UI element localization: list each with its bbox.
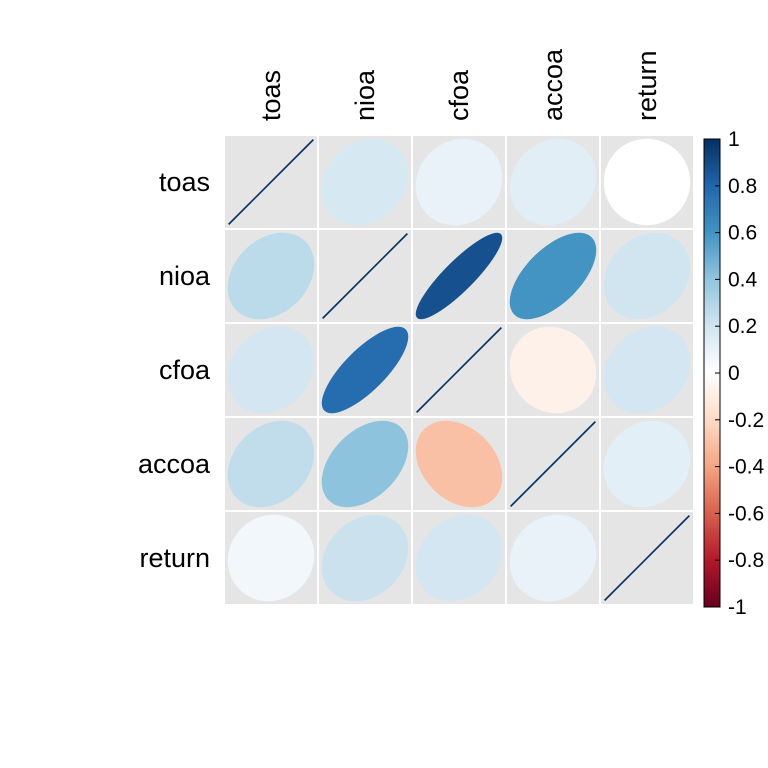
ellipse-nioa-nioa — [322, 233, 408, 319]
colorbar-tick-label: 1 — [728, 128, 740, 151]
ellipse-toas-cfoa — [415, 138, 503, 226]
column-label-accoa: accoa — [538, 48, 568, 121]
ellipse-return-toas — [227, 514, 315, 602]
colorbar-tick-label: 0 — [728, 362, 740, 385]
column-labels: toas nioa cfoa accoa return — [256, 48, 662, 121]
colorbar-tick-label: -0.4 — [728, 456, 765, 479]
colorbar-tick-label: -1 — [728, 596, 747, 619]
colorbar: 1 0.8 0.6 0.4 0.2 0 -0.2 -0.4 -0.6 -0.8 -1 — [703, 128, 765, 619]
ellipse-cfoa-return — [603, 326, 691, 414]
ellipse-toas-return — [603, 138, 691, 226]
ellipse-cfoa-nioa — [321, 326, 409, 414]
row-label-cfoa: cfoa — [159, 355, 211, 385]
column-label-toas: toas — [256, 70, 286, 121]
ellipse-return-nioa — [321, 514, 409, 602]
ellipse-toas-accoa — [509, 138, 597, 226]
ellipse-cfoa-cfoa — [416, 327, 502, 413]
ellipse-return-cfoa — [415, 514, 503, 602]
ellipse-accoa-return — [603, 420, 691, 508]
row-labels: toas nioa cfoa accoa return — [138, 167, 211, 573]
ellipse-cfoa-toas — [227, 326, 315, 414]
ellipse-toas-toas — [228, 139, 314, 225]
colorbar-tick-label: -0.2 — [728, 409, 764, 432]
colorbar-tick-label: 0.6 — [728, 222, 757, 245]
ellipse-nioa-accoa — [509, 232, 597, 320]
ellipse-cfoa-accoa — [509, 326, 597, 414]
row-label-accoa: accoa — [138, 449, 211, 479]
ellipse-accoa-toas — [227, 420, 315, 508]
column-label-return: return — [632, 50, 662, 121]
ellipse-return-accoa — [509, 514, 597, 602]
row-label-toas: toas — [159, 167, 210, 197]
ellipse-nioa-cfoa — [415, 232, 503, 320]
ellipse-accoa-accoa — [510, 421, 596, 507]
colorbar-tick-label: 0.4 — [728, 268, 758, 291]
colorbar-tick-label: 0.8 — [728, 175, 757, 198]
column-label-cfoa: cfoa — [444, 69, 474, 121]
ellipse-nioa-toas — [227, 232, 315, 320]
correlation-cells — [223, 134, 695, 606]
ellipse-toas-nioa — [321, 138, 409, 226]
colorbar-tick-label: -0.8 — [728, 549, 764, 572]
ellipse-accoa-cfoa — [415, 420, 503, 508]
colorbar-tick-label: 0.2 — [728, 315, 757, 338]
column-label-nioa: nioa — [350, 69, 380, 121]
row-label-return: return — [139, 543, 210, 573]
ellipse-nioa-return — [603, 232, 691, 320]
ellipse-accoa-nioa — [321, 420, 409, 508]
row-label-nioa: nioa — [159, 261, 211, 291]
ellipse-return-return — [604, 515, 690, 601]
colorbar-tick-label: -0.6 — [728, 502, 764, 525]
